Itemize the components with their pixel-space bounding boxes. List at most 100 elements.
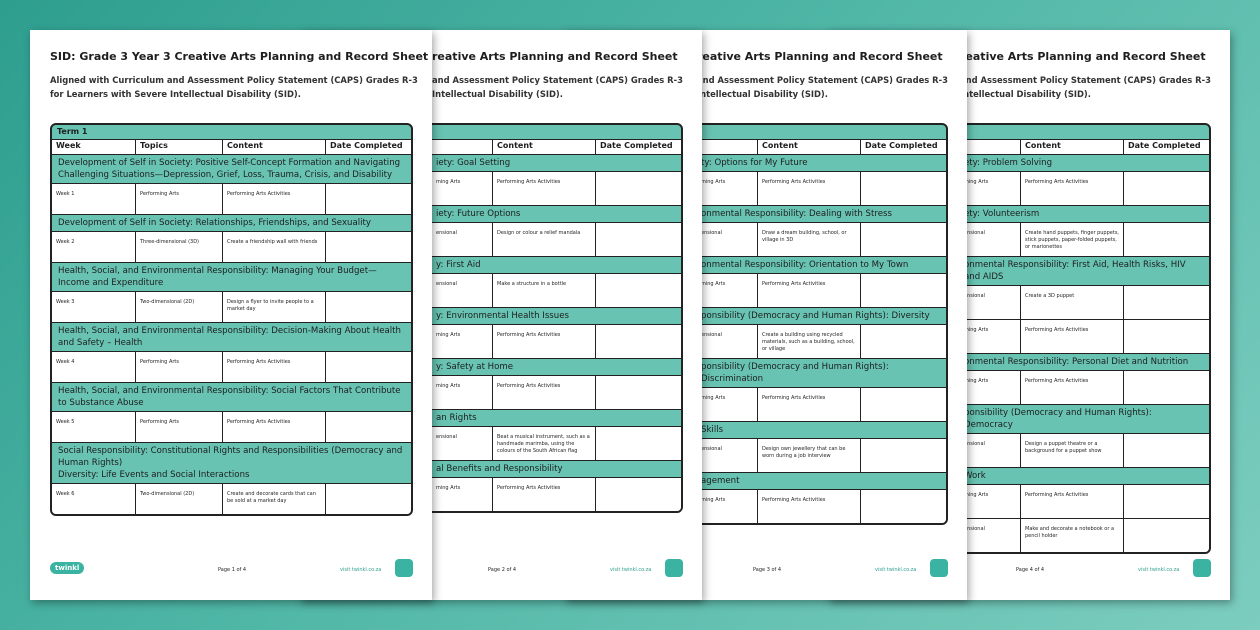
content-cell: Make a structure in a bottle [492,274,595,307]
title: SID: Grade 3 Year 3 Creative Arts Planni… [50,50,429,63]
column-header: Date Completed [325,140,411,154]
header-row: Week Topics Content Date Completed [52,139,411,154]
page-number: Page 3 of 4 [753,567,782,573]
section-text: y: First Aid [436,259,481,271]
column-header: Week [52,140,135,154]
date-cell [860,388,946,421]
section-title: onmental Responsibility: Dealing with St… [701,209,892,219]
subtitle: and Assessment Policy Statement (CAPS) G… [432,75,683,85]
topic-cell: Performing Arts [135,352,222,382]
badge-icon [930,559,948,577]
content-cell: Performing Arts Activities [1020,485,1123,518]
page-number: Page 2 of 4 [488,567,517,573]
section-row: onmental Responsibility: Personal Diet a… [850,353,1209,370]
content-cell: Performing Arts Activities [1020,172,1123,205]
section-row: Skills [587,421,946,438]
topic-cell: Performing Arts [135,184,222,214]
content-cell: Performing Arts Activities [492,376,595,409]
column-header: Content [757,140,860,154]
section-row: Development of Self in Society: Relation… [52,214,411,231]
column-header: Content [1020,140,1123,154]
date-cell [1123,519,1209,552]
section-row: ponsibility (Democracy and Human Rights)… [587,358,946,387]
page-number: Page 1 of 4 [218,567,247,573]
term-row: Term 1 [57,127,88,136]
section-title: Development of Self in Society: Relation… [58,218,371,228]
section-title: Work [964,471,986,481]
footer-url: visit twinkl.co.za [875,567,917,573]
section-title: Skills [701,425,724,435]
section-row: ety: Problem Solving [850,154,1209,171]
content-cell: Design own jewellery that can be worn du… [757,439,860,472]
date-cell [860,325,946,358]
section-title: Social Responsibility: Constitutional Ri… [58,446,403,468]
badge-icon [665,559,683,577]
section-title: ty: Options for My Future [701,158,808,168]
date-cell [325,232,411,262]
section-row: y: Safety at Home [322,358,681,375]
section-title: Health, Social, and Environmental Respon… [58,266,377,288]
section-title: an Rights [436,413,477,423]
section-row: Health, Social, and Environmental Respon… [52,322,411,351]
section-text: agement [701,475,739,487]
section-title: onmental Responsibility: First Aid, Heal… [964,260,1186,282]
column-header: Date Completed [1123,140,1209,154]
week-cell: Week 2 [52,232,135,262]
section-text: Health, Social, and Environmental Respon… [58,385,405,409]
topic-cell: Three-dimensional (3D) [135,232,222,262]
date-cell [325,484,411,514]
date-cell [325,412,411,442]
section-text: Health, Social, and Environmental Respon… [58,325,405,349]
date-cell [860,172,946,205]
section-text: onmental Responsibility: Orientation to … [701,259,908,271]
section-title: Health, Social, and Environmental Respon… [58,326,401,348]
content-cell: Draw a dream building, school, or villag… [757,223,860,256]
section-text: Skills [701,424,723,436]
section-text: Development of Self in Society: Positive… [58,157,405,181]
topic-cell: Two-dimensional (2D) [135,484,222,514]
section-subtitle: Diversity: Life Events and Social Intera… [58,470,250,480]
page: SID: Grade 3 Year 3 Creative Arts Planni… [30,30,432,600]
section-row: an Rights [322,409,681,426]
title: reative Arts Planning and Record Sheet [432,50,678,63]
date-cell [595,376,681,409]
section-title: agement [701,476,740,486]
content-cell: Create a building using recycled materia… [757,325,860,358]
badge-icon [395,559,413,577]
section-title: al Benefits and Responsibility [436,464,563,474]
section-title: y: First Aid [436,260,481,270]
content-cell: Create and decorate cards that can be so… [222,484,325,514]
section-title: onmental Responsibility: Orientation to … [701,260,909,270]
week-cell: Week 3 [52,292,135,322]
section-row: ety: Volunteerism [850,205,1209,222]
content-cell: Design a flyer to invite people to a mar… [222,292,325,322]
section-text: al Benefits and Responsibility [436,463,563,475]
page-number: Page 4 of 4 [1016,567,1045,573]
date-cell [1123,371,1209,404]
date-cell [595,172,681,205]
section-text: Social Responsibility: Constitutional Ri… [58,445,405,481]
date-cell [1123,172,1209,205]
section-row: Health, Social, and Environmental Respon… [52,382,411,411]
footer: Page 4 of 4 visit twinkl.co.za [848,559,1211,580]
section-text: an Rights [436,412,477,424]
section-row: agement [587,472,946,489]
section-text: iety: Future Options [436,208,520,220]
logo: twinkl [50,562,85,574]
content-cell: Make and decorate a notebook or a pencil… [1020,519,1123,552]
date-cell [1123,485,1209,518]
column-header: Topics [135,140,222,154]
date-cell [1123,434,1209,467]
date-cell [595,223,681,256]
date-cell [325,184,411,214]
subtitle: and Assessment Policy Statement (CAPS) G… [697,75,948,85]
section-text: ety: Volunteerism [964,208,1039,220]
section-title: ety: Volunteerism [964,209,1040,219]
footer-url: visit twinkl.co.za [340,567,382,573]
section-text: onmental Responsibility: Dealing with St… [701,208,892,220]
week-row: ensional Beat a musical instrument, such … [322,426,681,460]
content-cell: Performing Arts Activities [492,325,595,358]
topic-cell: Two-dimensional (2D) [135,292,222,322]
week-row: Week 1 Performing Arts Performing Arts Act… [52,183,411,214]
date-cell [1123,286,1209,319]
